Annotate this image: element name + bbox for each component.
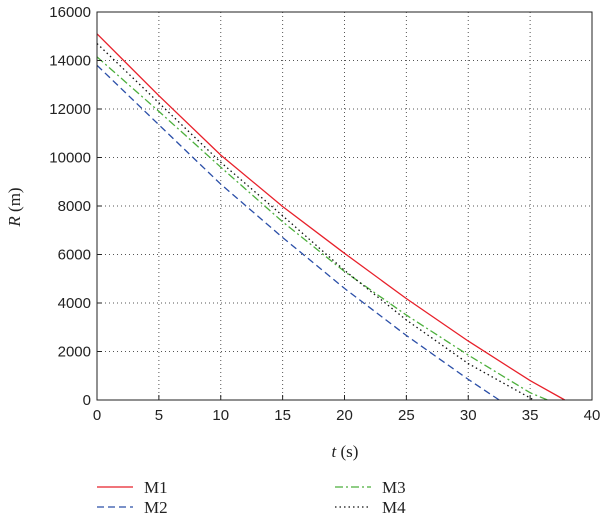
x-tick-label: 10 bbox=[212, 407, 229, 424]
x-tick-label: 5 bbox=[155, 407, 163, 424]
y-tick-label: 6000 bbox=[58, 247, 91, 264]
y-tick-label: 2000 bbox=[58, 344, 91, 361]
x-tick-label: 0 bbox=[93, 407, 101, 424]
y-axis-label: R (m) bbox=[5, 187, 24, 227]
legend-label-m3: M3 bbox=[382, 478, 406, 497]
y-tick-label: 12000 bbox=[49, 101, 91, 118]
x-axis-var: t bbox=[332, 442, 338, 461]
series-line-m2 bbox=[96, 64, 500, 401]
y-tick-label: 14000 bbox=[49, 53, 91, 70]
y-tick-label: 16000 bbox=[49, 4, 91, 21]
y-tick-label: 10000 bbox=[49, 150, 91, 167]
x-tick-label: 25 bbox=[398, 407, 415, 424]
x-tick-label: 40 bbox=[584, 407, 600, 424]
x-axis-unit: (s) bbox=[336, 442, 358, 461]
series-lines bbox=[96, 33, 566, 401]
series-line-m4 bbox=[96, 43, 535, 401]
x-tick-label: 15 bbox=[274, 407, 291, 424]
y-axis-var: R bbox=[5, 216, 24, 228]
x-axis-label: t (s) bbox=[332, 442, 359, 461]
y-tick-label: 4000 bbox=[58, 295, 91, 312]
series-line-m3 bbox=[96, 56, 548, 401]
y-axis-unit: (m) bbox=[5, 187, 24, 216]
x-tick-label: 30 bbox=[460, 407, 477, 424]
axis-ticks: 0 5 10 15 20 25 30 35 40 0 2000 4000 6000 8000 10000 12… bbox=[49, 4, 600, 424]
grid bbox=[97, 12, 592, 400]
legend-label-m4: M4 bbox=[382, 498, 406, 517]
y-tick-label: 0 bbox=[83, 392, 91, 409]
legend-label-m2: M2 bbox=[144, 498, 168, 517]
series-line-m1 bbox=[96, 33, 566, 401]
legend-label-m1: M1 bbox=[144, 478, 168, 497]
y-tick-label: 8000 bbox=[58, 198, 91, 215]
x-tick-label: 35 bbox=[522, 407, 539, 424]
x-tick-label: 20 bbox=[336, 407, 353, 424]
